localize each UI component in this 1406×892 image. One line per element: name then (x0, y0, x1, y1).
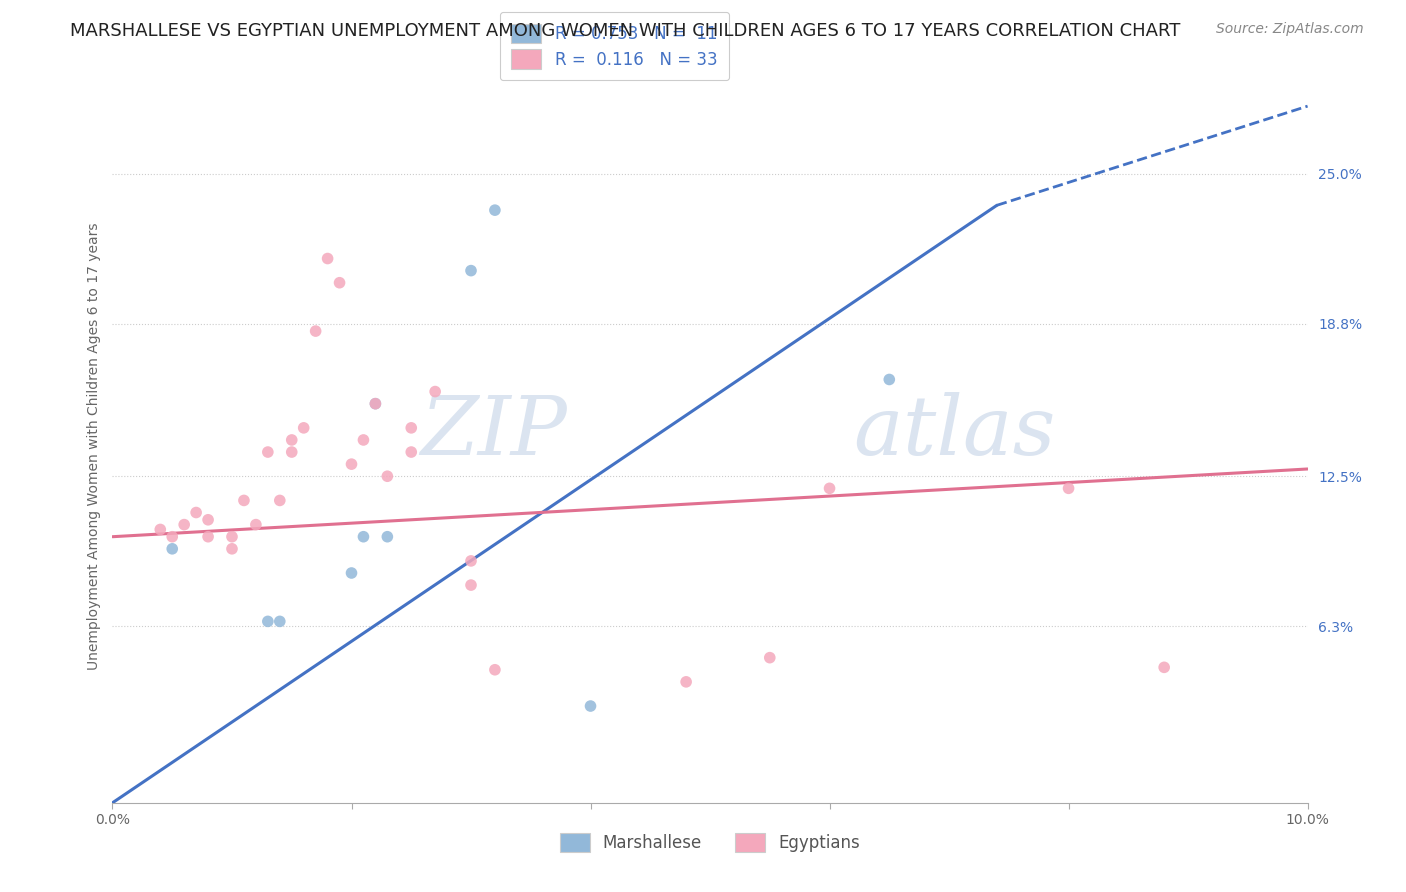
Point (579, 699, 602, 714)
Point (173, 517, 195, 532)
Point (269, 493, 291, 508)
Point (818, 481, 841, 495)
Point (353, 530, 375, 544)
Point (245, 517, 267, 532)
Point (340, 566, 363, 580)
Point (197, 513, 219, 527)
Point (460, 263, 482, 277)
Point (221, 530, 243, 544)
Point (364, 397, 387, 411)
Legend: Marshallese, Egyptians: Marshallese, Egyptians (553, 826, 868, 859)
Point (292, 421, 315, 435)
Point (221, 541, 243, 556)
Point (197, 530, 219, 544)
Text: ZIP: ZIP (420, 392, 567, 472)
Point (257, 445, 280, 459)
Point (484, 203, 506, 218)
Point (377, 530, 399, 544)
Text: atlas: atlas (853, 392, 1056, 472)
Point (186, 506, 208, 520)
Point (364, 397, 387, 411)
Point (281, 433, 304, 447)
Y-axis label: Unemployment Among Women with Children Ages 6 to 17 years: Unemployment Among Women with Children A… (87, 222, 101, 670)
Point (425, 384, 447, 399)
Point (162, 530, 183, 544)
Text: MARSHALLESE VS EGYPTIAN UNEMPLOYMENT AMONG WOMEN WITH CHILDREN AGES 6 TO 17 YEAR: MARSHALLESE VS EGYPTIAN UNEMPLOYMENT AMO… (70, 22, 1181, 40)
Point (401, 421, 423, 435)
Point (269, 615, 291, 629)
Point (401, 445, 423, 459)
Point (340, 457, 363, 471)
Point (759, 650, 782, 665)
Point (149, 523, 172, 537)
Point (257, 615, 280, 629)
Point (675, 674, 697, 689)
Point (460, 578, 482, 592)
Point (281, 445, 304, 459)
Point (1057, 481, 1080, 495)
Point (316, 252, 339, 266)
Point (162, 541, 183, 556)
Point (460, 554, 482, 568)
Point (353, 433, 375, 447)
Text: Source: ZipAtlas.com: Source: ZipAtlas.com (1216, 22, 1364, 37)
Point (233, 493, 256, 508)
Point (879, 372, 901, 386)
Point (305, 324, 328, 338)
Point (329, 276, 352, 290)
Point (377, 469, 399, 483)
Point (1153, 660, 1175, 674)
Point (484, 663, 506, 677)
